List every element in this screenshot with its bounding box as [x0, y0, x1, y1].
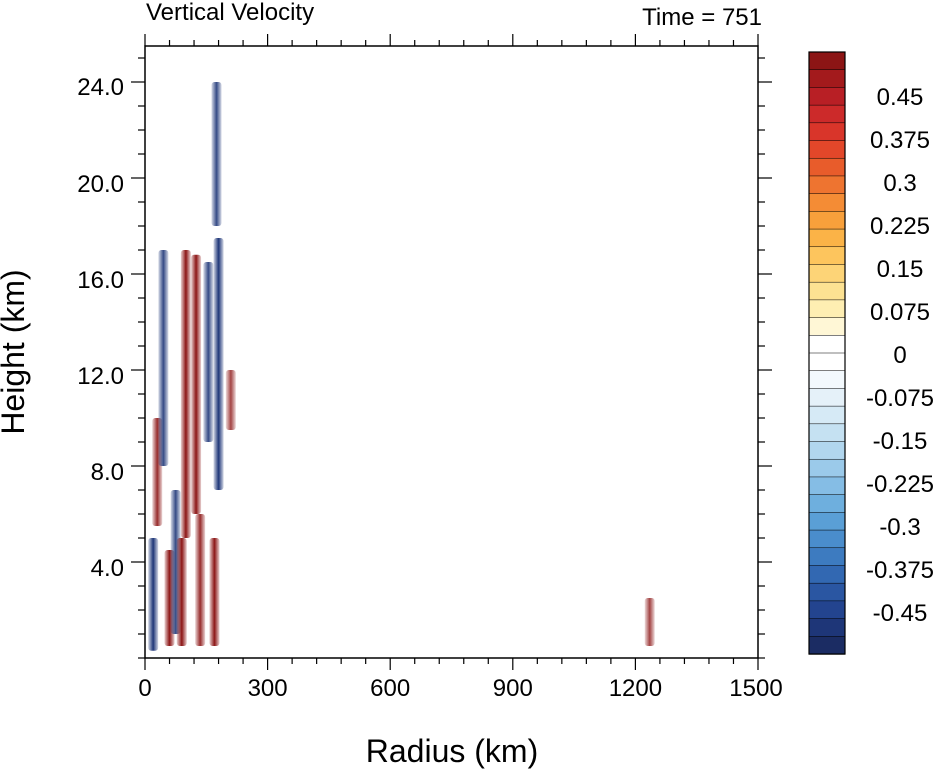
colorbar: 0.45 0.375 0.3 0.225 0.15 0.075 0 -0.075…: [808, 51, 934, 655]
colorbar-swatch: [808, 317, 846, 336]
colorbar-swatch: [808, 388, 846, 407]
y-tick-label: 12.0: [77, 363, 124, 390]
colorbar-label: 0.075: [870, 299, 930, 326]
colorbar-swatch: [808, 281, 846, 301]
y-tick-labels: 4.0 8.0 12.0 16.0 20.0 24.0: [77, 74, 124, 582]
x-tick-label: 300: [248, 675, 288, 702]
downdraft-streak: [158, 250, 169, 466]
time-label: Time = 751: [642, 4, 762, 31]
colorbar-label: 0.3: [883, 170, 916, 197]
updraft-streak: [180, 250, 191, 538]
colorbar-label: 0.225: [870, 213, 930, 240]
colorbar-label: -0.45: [873, 600, 928, 627]
colorbar-swatch: [808, 423, 846, 443]
plot-frame: [144, 45, 759, 659]
updraft-streak: [644, 598, 655, 646]
colorbar-swatch: [808, 529, 846, 549]
colorbar-swatch: [808, 636, 846, 655]
y-tick-label: 4.0: [91, 555, 124, 582]
colorbar-swatch: [808, 211, 846, 230]
colorbar-swatch: [808, 618, 846, 637]
colorbar-swatch: [808, 104, 846, 124]
colorbar-swatch: [808, 246, 846, 266]
colorbar-frame: [808, 51, 846, 655]
colorbar-swatch: [808, 193, 846, 213]
downdraft-streak: [148, 538, 159, 651]
colorbar-labels: 0.45 0.375 0.3 0.225 0.15 0.075 0 -0.075…: [866, 84, 934, 627]
downdraft-streak: [213, 238, 224, 490]
colorbar-label: -0.3: [879, 514, 920, 541]
x-tick-labels: 0 300 600 900 1200 1500: [138, 675, 782, 702]
x-tick-label: 1200: [609, 675, 662, 702]
chart-title: Vertical Velocity: [146, 0, 314, 26]
colorbar-swatch: [808, 264, 846, 283]
y-tick-label: 8.0: [91, 459, 124, 486]
colorbar-label: -0.225: [866, 471, 934, 498]
colorbar-label: 0.45: [877, 84, 924, 111]
colorbar-swatch: [808, 140, 846, 159]
colorbar-swatch: [808, 582, 846, 602]
colorbar-label: 0.375: [870, 127, 930, 154]
colorbar-swatch: [808, 335, 846, 354]
colorbar-swatch: [808, 122, 846, 142]
colorbar-swatch: [808, 69, 846, 89]
x-tick-label: 1500: [729, 675, 782, 702]
heatmap-field: [148, 82, 655, 651]
colorbar-label: -0.15: [873, 428, 928, 455]
y-tick-label: 16.0: [77, 267, 124, 294]
x-tick-label: 0: [138, 675, 151, 702]
colorbar-swatch: [808, 600, 846, 620]
colorbar-swatch: [808, 299, 846, 319]
colorbar-swatch: [808, 87, 846, 106]
colorbar-swatch: [808, 157, 846, 177]
colorbar-swatch: [808, 441, 846, 460]
colorbar-swatch: [808, 405, 846, 425]
y-tick-label: 20.0: [77, 171, 124, 198]
x-tick-label: 600: [370, 675, 410, 702]
colorbar-label: -0.375: [866, 557, 934, 584]
colorbar-swatch: [808, 51, 846, 71]
x-axis-title: Radius (km): [366, 733, 538, 769]
colorbar-swatch: [808, 494, 846, 514]
colorbar-swatch: [808, 476, 846, 496]
colorbar-swatch: [808, 175, 846, 195]
colorbar-swatches: [808, 51, 846, 655]
updraft-streak: [191, 254, 202, 515]
updraft-streak: [176, 538, 187, 646]
plot-area: [131, 34, 772, 670]
y-tick-label: 24.0: [77, 74, 124, 101]
colorbar-swatch: [808, 512, 846, 531]
colorbar-label: 0: [893, 342, 906, 369]
colorbar-swatch: [808, 547, 846, 567]
downdraft-streak: [211, 82, 222, 226]
colorbar-label: -0.075: [866, 385, 934, 412]
colorbar-swatch: [808, 370, 846, 390]
updraft-streak: [225, 370, 236, 430]
colorbar-label: 0.15: [877, 256, 924, 283]
colorbar-swatch: [808, 458, 846, 478]
updraft-streak: [195, 514, 206, 646]
colorbar-swatch: [808, 228, 846, 248]
downdraft-streak: [203, 262, 214, 442]
axis-ticks: [131, 34, 772, 670]
colorbar-swatch: [808, 565, 846, 584]
colorbar-swatch: [808, 352, 846, 372]
updraft-streak: [209, 538, 220, 646]
y-axis-title: Height (km): [0, 269, 31, 434]
x-tick-label: 900: [493, 675, 533, 702]
plot-background: [145, 46, 758, 658]
